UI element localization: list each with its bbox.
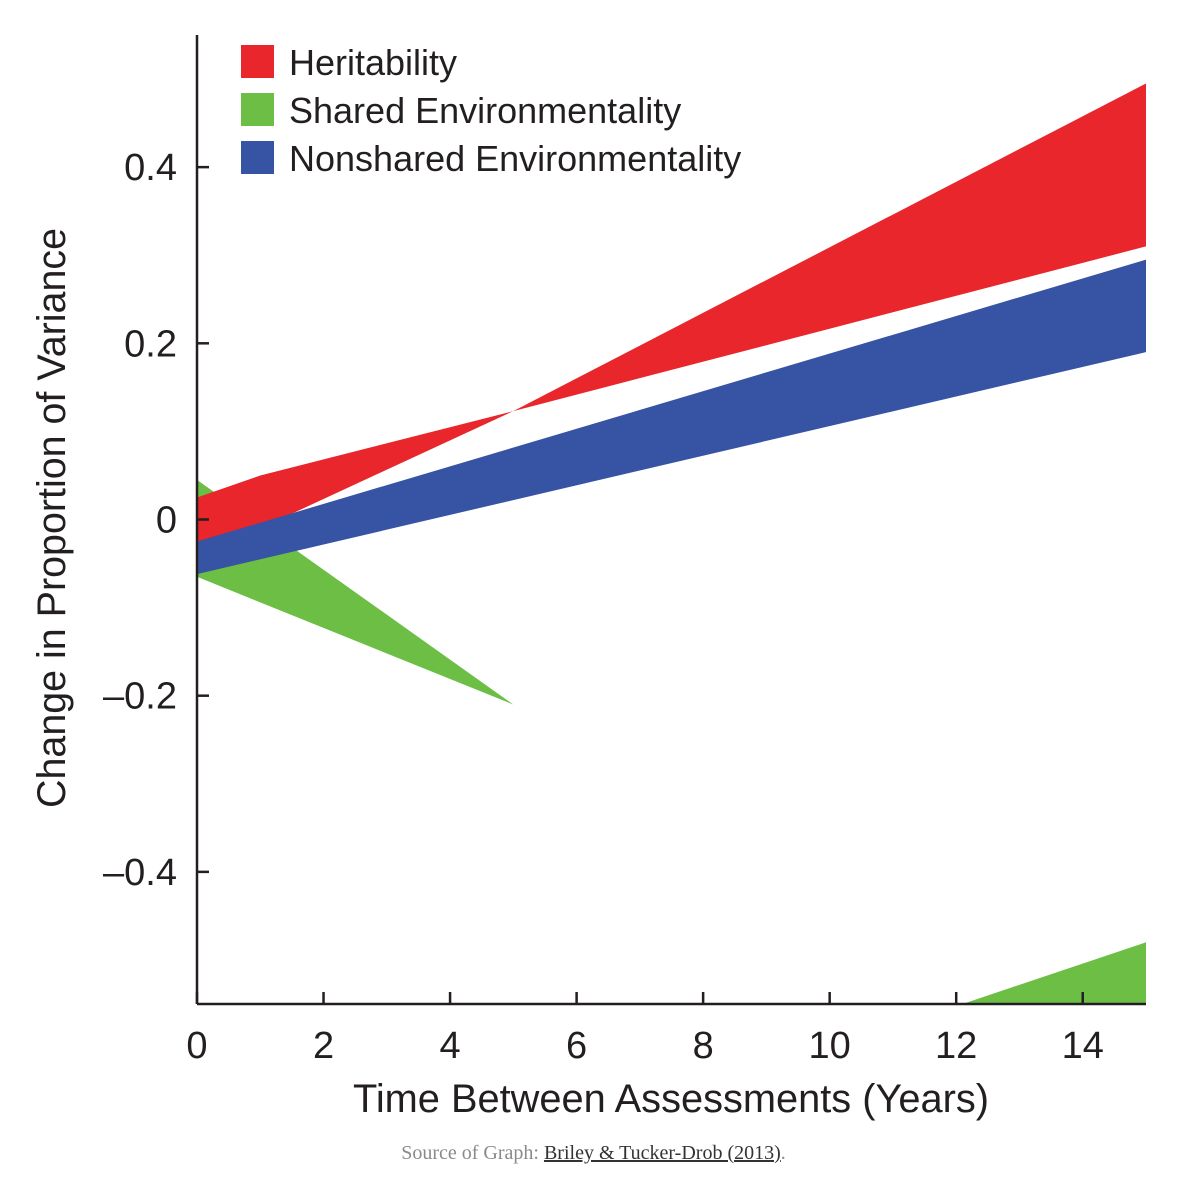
ticks: 0 2 4 6 8 10 12 14 0.4 0.2 0 –0.2 –0.4 [103, 147, 1104, 1067]
legend-swatch-shared-environmentality [241, 93, 274, 126]
y-tick-label-0: 0 [156, 500, 177, 542]
band-heritability [197, 83, 1146, 564]
band-nonshared-environmentality [197, 259, 1146, 575]
x-tick-label-8: 8 [693, 1025, 714, 1067]
legend-label-shared-environmentality: Shared Environmentality [289, 90, 681, 131]
caption-suffix: . [780, 1142, 786, 1164]
x-tick-label-4: 4 [439, 1025, 460, 1067]
source-caption: Source of Graph: Briley & Tucker-Drob (2… [0, 1142, 1187, 1165]
x-tick-label-14: 14 [1062, 1025, 1104, 1067]
x-tick-label-2: 2 [313, 1025, 334, 1067]
caption-prefix: Source of Graph: [401, 1142, 544, 1164]
legend-label-heritability: Heritability [289, 42, 457, 83]
legend: Heritability Shared Environmentality Nonsh… [241, 42, 741, 179]
band-shared-environmentality [197, 479, 1146, 1004]
data-bands [197, 83, 1146, 1004]
y-tick-label-0-4: –0.4 [103, 852, 177, 894]
x-tick-label-0: 0 [186, 1025, 207, 1067]
y-tick-label-0-2: 0.2 [124, 323, 177, 365]
y-axis-title: Change in Proportion of Variance [30, 228, 74, 808]
x-tick-label-6: 6 [566, 1025, 587, 1067]
legend-swatch-heritability [241, 45, 274, 78]
legend-label-nonshared-environmentality: Nonshared Environmentality [289, 138, 741, 179]
x-tick-label-12: 12 [935, 1025, 977, 1067]
x-axis-title: Time Between Assessments (Years) [353, 1077, 989, 1121]
y-tick-label-0-4: 0.4 [124, 147, 177, 189]
source-link[interactable]: Briley & Tucker-Drob (2013) [543, 1142, 781, 1164]
chart: 0 2 4 6 8 10 12 14 0.4 0.2 0 –0.2 –0.4 Time Between … [30, 35, 1146, 1121]
legend-swatch-nonshared-environmentality [241, 141, 274, 174]
x-tick-label-10: 10 [809, 1025, 851, 1067]
y-tick-label-0-2: –0.2 [103, 676, 177, 718]
